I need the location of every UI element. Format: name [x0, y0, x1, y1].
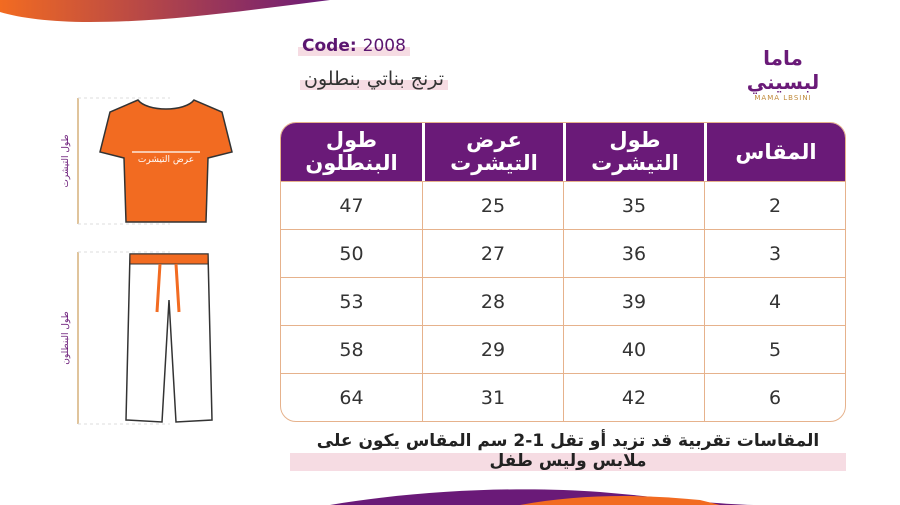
table-cell: 2 [704, 181, 845, 229]
tshirt-width-label: عرض التيشرت [138, 155, 194, 165]
table-cell: 36 [563, 229, 704, 277]
waistband [129, 253, 209, 265]
table-cell: 64 [281, 373, 422, 421]
table-body: 2 35 25 47 3 36 27 50 4 39 28 53 5 40 29 58 6 42 31 64 [281, 181, 845, 421]
top-wave [0, 0, 330, 22]
column-header-text: طول البنطلون [305, 127, 398, 175]
table-cell: 27 [422, 229, 563, 277]
code-label: Code: [302, 36, 357, 56]
table-cell: 39 [563, 277, 704, 325]
table-cell: 5 [704, 325, 845, 373]
table-cell: 35 [563, 181, 704, 229]
code: Code: 2008 [298, 36, 410, 56]
column-header: طول البنطلون [281, 123, 422, 181]
drawstring [155, 263, 181, 313]
tshirt-length-label: طول التيشرت [61, 134, 71, 187]
note: المقاسات تقربية قد تزيد أو تقل 1-2 سم ال… [290, 431, 846, 471]
table-cell: 40 [563, 325, 704, 373]
table-cell: 42 [563, 373, 704, 421]
pants-length-label: طول البنطلون [61, 311, 71, 365]
table-row: 3 36 27 50 [281, 229, 845, 277]
table-row: 5 40 29 58 [281, 325, 845, 373]
table-cell: 28 [422, 277, 563, 325]
table-cell: 6 [704, 373, 845, 421]
product-title: ترنج بناتي بنطلون [300, 68, 449, 90]
table-row: 2 35 25 47 [281, 181, 845, 229]
column-header-text: عرض التيشرت [450, 127, 538, 175]
tshirt [99, 99, 233, 223]
table-cell: 47 [281, 181, 422, 229]
table-cell: 31 [422, 373, 563, 421]
table-cell: 3 [704, 229, 845, 277]
logo: ماما لبسيني MAMA LBSINI [738, 46, 828, 102]
table-cell: 4 [704, 277, 845, 325]
bottom-wave-accent [520, 495, 720, 505]
table-cell: 50 [281, 229, 422, 277]
column-header: عرض التيشرت [422, 123, 563, 181]
table-cell: 53 [281, 277, 422, 325]
column-header-text: المقاس [735, 139, 817, 164]
pants [125, 253, 213, 423]
column-header: المقاس [704, 123, 845, 181]
table-cell: 25 [422, 181, 563, 229]
column-header: طول التيشرت [563, 123, 704, 181]
column-header-text: طول التيشرت [591, 127, 679, 175]
table-row: 6 42 31 64 [281, 373, 845, 421]
code-value: 2008 [362, 36, 406, 56]
table-cell: 58 [281, 325, 422, 373]
size-table: المقاس طول التيشرت عرض التيشرت طول البنطلون… [280, 122, 846, 422]
table-row: 4 39 28 53 [281, 277, 845, 325]
logo-latin: MAMA LBSINI [754, 94, 812, 102]
logo-name: ماما لبسيني [746, 46, 820, 94]
table-cell: 29 [422, 325, 563, 373]
header-row: المقاس طول التيشرت عرض التيشرت طول البنطلون [281, 123, 845, 181]
